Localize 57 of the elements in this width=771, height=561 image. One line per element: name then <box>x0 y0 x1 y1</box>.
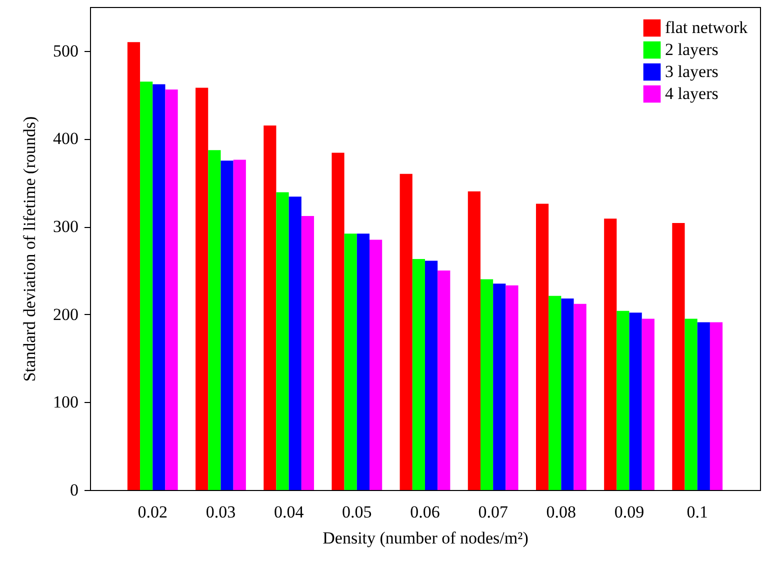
bar <box>140 82 153 490</box>
y-tick-label: 400 <box>53 129 78 148</box>
bar <box>574 304 586 490</box>
bar <box>438 270 450 490</box>
x-tick-label: 0.02 <box>138 502 168 522</box>
y-tick-label: 0 <box>70 480 78 500</box>
bar <box>332 152 344 490</box>
bar <box>548 296 562 490</box>
bar <box>220 160 234 490</box>
bar <box>697 322 710 490</box>
legend-label: flat network <box>665 18 748 37</box>
bar <box>196 88 208 490</box>
y-axis-title: Standard deviation of lifetime (rounds) <box>20 116 39 382</box>
legend-label: 2 layers <box>665 40 718 59</box>
bar <box>480 279 494 490</box>
bar <box>208 150 221 490</box>
bar <box>264 126 276 490</box>
bar <box>616 310 630 490</box>
legend-label: 4 layers <box>665 84 718 103</box>
bar <box>152 84 166 490</box>
bar <box>288 196 302 490</box>
bar <box>642 318 654 490</box>
x-tick-label: 0.04 <box>274 502 304 522</box>
bar <box>301 216 314 490</box>
bar <box>710 322 723 490</box>
bar <box>604 218 617 490</box>
x-tick-label: 0.07 <box>478 502 508 522</box>
x-tick-label: 0.03 <box>206 502 236 522</box>
bar <box>276 192 289 490</box>
x-tick-label: 0.05 <box>342 502 372 522</box>
x-tick-label: 0.06 <box>410 502 440 522</box>
bar <box>425 260 438 490</box>
bar <box>356 234 370 490</box>
x-axis-title: Density (number of nodes/m²) <box>322 528 528 548</box>
bar <box>493 284 506 490</box>
y-tick-label: 500 <box>53 41 78 60</box>
bar <box>165 90 178 490</box>
bar <box>629 312 642 490</box>
bar <box>468 191 480 490</box>
x-tick-label: 0.1 <box>686 502 708 522</box>
bar <box>672 223 685 490</box>
bar <box>127 42 140 490</box>
bar <box>370 240 382 490</box>
bar <box>684 318 698 490</box>
x-tick-label: 0.09 <box>614 502 644 522</box>
bar <box>344 234 357 490</box>
y-tick-label: 200 <box>53 304 78 324</box>
bar <box>561 298 574 490</box>
y-tick-label: 300 <box>53 217 78 236</box>
x-tick-label: 0.08 <box>546 502 576 522</box>
legend-label: 3 layers <box>665 62 718 81</box>
bar <box>536 204 549 490</box>
bar <box>506 285 518 490</box>
bar <box>233 160 246 490</box>
bar <box>412 259 425 490</box>
bar <box>400 174 412 490</box>
y-tick-label: 100 <box>53 392 78 412</box>
